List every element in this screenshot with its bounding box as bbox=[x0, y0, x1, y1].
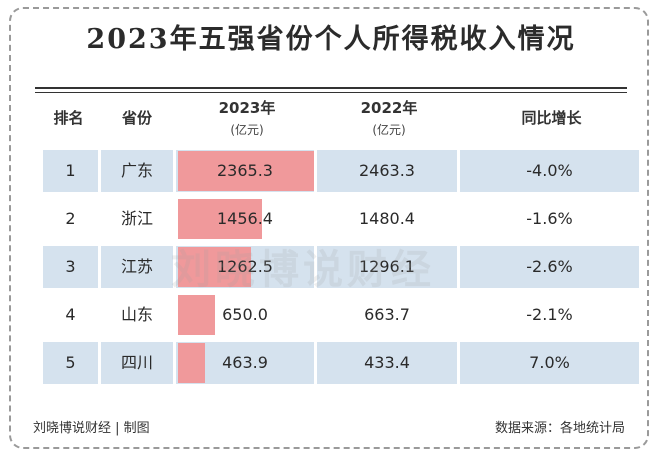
rank-cell: 5 bbox=[43, 342, 98, 384]
footer-source: 数据来源：各地统计局 bbox=[494, 421, 625, 436]
value-2023-bar bbox=[178, 343, 205, 383]
value-2023-bar bbox=[178, 199, 262, 239]
growth-cell: -2.1% bbox=[526, 305, 573, 324]
province-cell: 广东 bbox=[101, 150, 173, 192]
title-rule-thin bbox=[35, 92, 627, 93]
value-2023-cell: 463.9 bbox=[176, 342, 314, 384]
growth-cell: -1.6% bbox=[526, 209, 573, 228]
header-growth: 同比增长 bbox=[521, 109, 582, 127]
header-province: 省份 bbox=[121, 109, 152, 127]
table-row: 4 山东 650.0 663.7 -2.1% bbox=[43, 294, 639, 336]
value-2023-bar bbox=[178, 151, 314, 191]
rank-cell: 1 bbox=[43, 150, 98, 192]
growth-cell: -2.6% bbox=[460, 246, 639, 288]
value-2023-cell: 1456.4 bbox=[176, 198, 314, 240]
title-rule bbox=[35, 87, 627, 89]
value-2023-cell: 2365.3 bbox=[176, 150, 314, 192]
table-row: 5 四川 463.9 433.4 7.0% bbox=[43, 342, 639, 384]
header-2022-unit: (亿元) bbox=[372, 123, 406, 137]
value-2023-cell: 650.0 bbox=[176, 294, 314, 336]
value-2023-label: 650.0 bbox=[222, 305, 268, 324]
value-2023-label: 1262.5 bbox=[217, 257, 273, 276]
chart-card: 2023年五强省份个人所得税收入情况 排名 省份 2023年 (亿元) 2022… bbox=[9, 7, 649, 449]
province-cell: 江苏 bbox=[101, 246, 173, 288]
value-2023-bar bbox=[178, 247, 251, 287]
province-cell: 浙江 bbox=[120, 209, 153, 228]
rank-cell: 4 bbox=[65, 305, 76, 324]
value-2022-cell: 663.7 bbox=[364, 305, 410, 324]
header-2022: 2022年 bbox=[360, 99, 418, 117]
value-2023-cell: 1262.5 bbox=[176, 246, 314, 288]
province-cell: 四川 bbox=[101, 342, 173, 384]
rank-cell: 2 bbox=[65, 209, 76, 228]
chart-title: 2023年五强省份个人所得税收入情况 bbox=[86, 24, 576, 55]
value-2023-bar bbox=[178, 295, 215, 335]
header-2023: 2023年 bbox=[218, 99, 276, 117]
province-cell: 山东 bbox=[120, 305, 153, 324]
value-2023-label: 1456.4 bbox=[217, 209, 273, 228]
table-row: 1 广东 2365.3 2463.3 -4.0% bbox=[43, 150, 639, 192]
value-2023-label: 2365.3 bbox=[217, 161, 273, 180]
header-2023-unit: (亿元) bbox=[230, 123, 264, 137]
value-2023-label: 463.9 bbox=[222, 353, 268, 372]
value-2022-cell: 1296.1 bbox=[317, 246, 457, 288]
growth-cell: -4.0% bbox=[460, 150, 639, 192]
rank-cell: 3 bbox=[43, 246, 98, 288]
table-row: 2 浙江 1456.4 1480.4 -1.6% bbox=[43, 198, 639, 240]
table-row: 3 江苏 1262.5 1296.1 -2.6% bbox=[43, 246, 639, 288]
value-2022-cell: 2463.3 bbox=[317, 150, 457, 192]
growth-cell: 7.0% bbox=[460, 342, 639, 384]
value-2022-cell: 433.4 bbox=[317, 342, 457, 384]
footer-credit: 刘晓博说财经 | 制图 bbox=[33, 421, 150, 436]
value-2022-cell: 1480.4 bbox=[359, 209, 415, 228]
header-rank: 排名 bbox=[53, 109, 84, 127]
